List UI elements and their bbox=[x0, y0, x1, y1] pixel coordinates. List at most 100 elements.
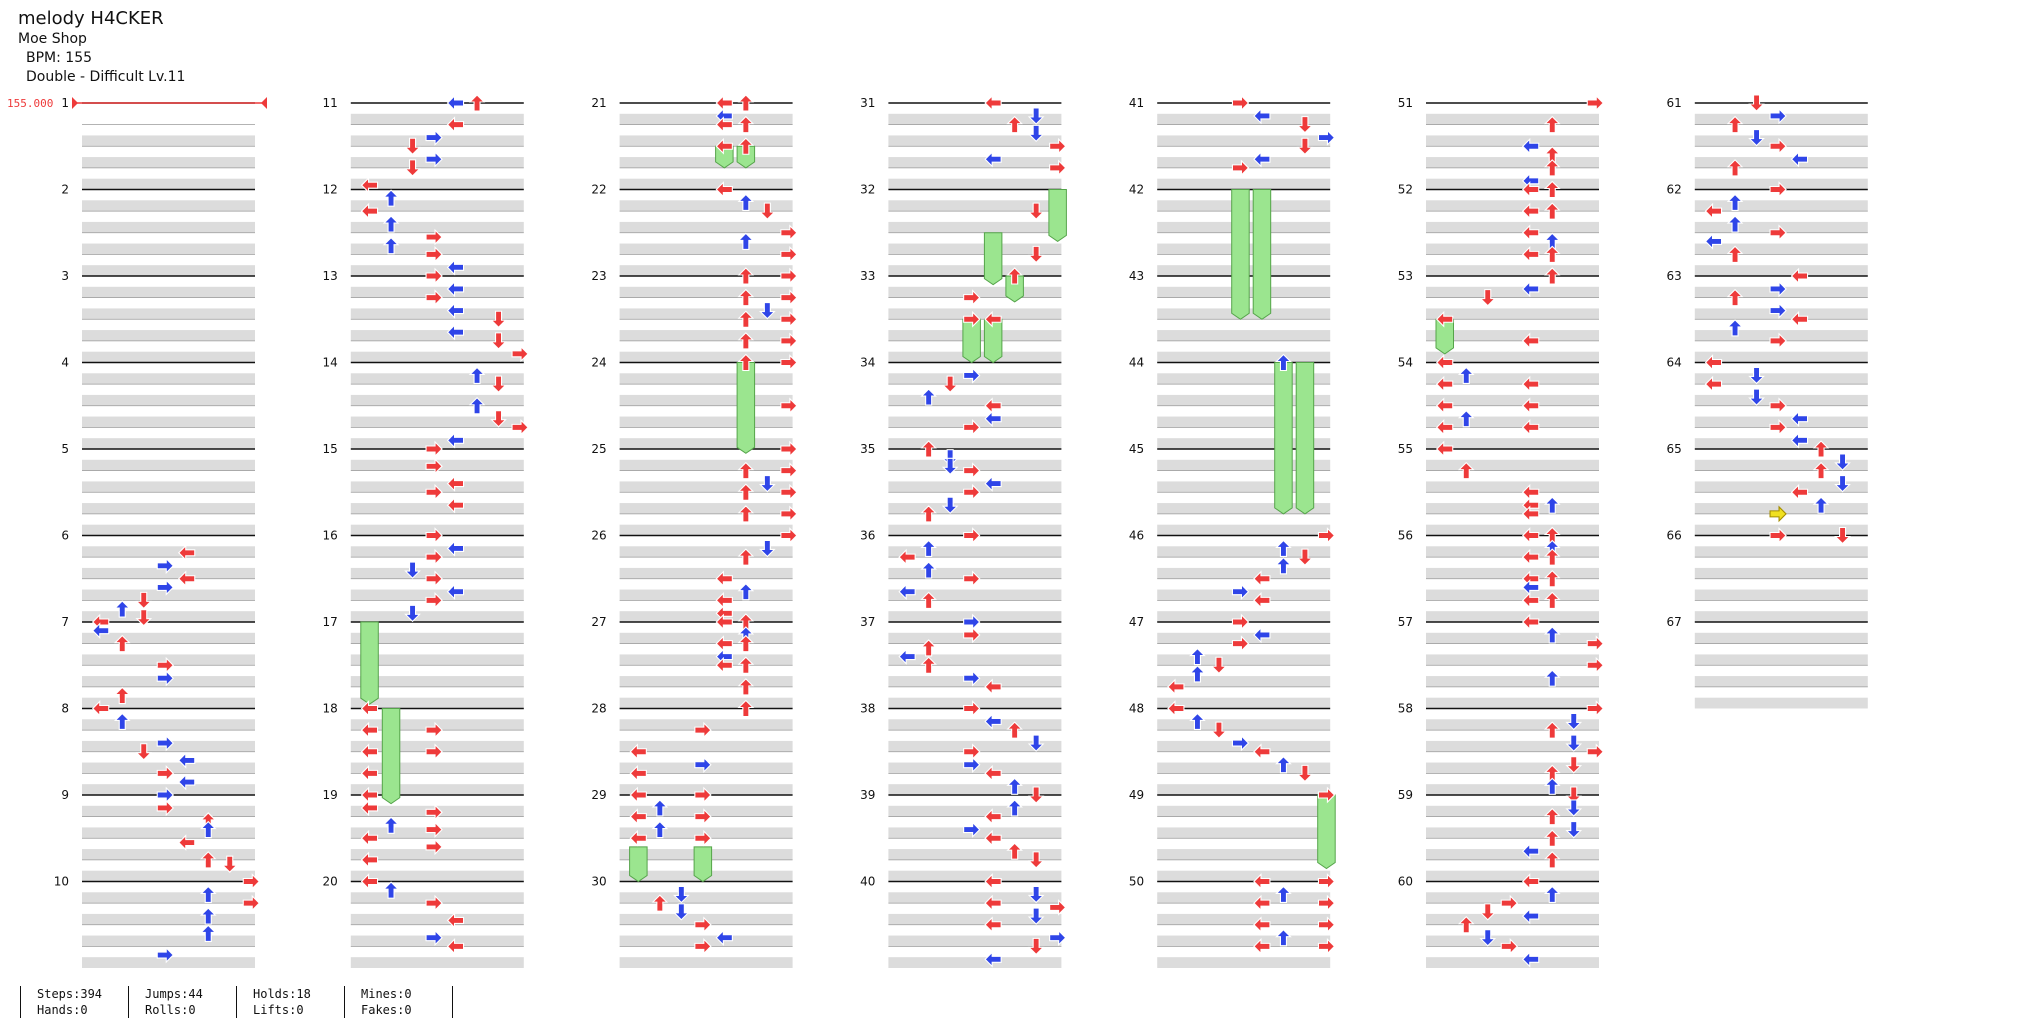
step-arrow bbox=[1253, 592, 1271, 609]
step-arrow bbox=[1586, 94, 1605, 112]
grid-band bbox=[1426, 957, 1599, 968]
grid-band bbox=[350, 632, 524, 644]
measure-1: 1 bbox=[61, 96, 255, 190]
grid-band bbox=[888, 113, 1062, 125]
measure-14: 14 bbox=[323, 356, 524, 449]
grid-band bbox=[1426, 438, 1599, 449]
grid-band bbox=[350, 351, 524, 363]
step-arrow bbox=[1704, 354, 1723, 371]
grid-band bbox=[1694, 546, 1868, 558]
step-arrow bbox=[1543, 569, 1561, 588]
grid-band bbox=[82, 957, 255, 968]
grid-band bbox=[888, 784, 1062, 795]
step-arrow bbox=[446, 323, 465, 341]
grid-band bbox=[1157, 784, 1331, 795]
measure-49: 49 bbox=[1129, 788, 1331, 882]
measure-number: 2 bbox=[61, 183, 69, 197]
song-artist: Moe Shop bbox=[18, 31, 87, 47]
step-arrow bbox=[1479, 929, 1497, 947]
grid-band bbox=[1426, 503, 1599, 514]
grid-band bbox=[888, 719, 1062, 731]
step-arrow bbox=[425, 570, 443, 588]
step-arrow bbox=[780, 246, 798, 263]
measure-34: 34 bbox=[860, 356, 1062, 449]
measure-number: 54 bbox=[1398, 356, 1413, 370]
grid-band bbox=[1426, 286, 1599, 298]
grid-band bbox=[350, 870, 524, 882]
step-arrow bbox=[91, 622, 110, 639]
grid-band bbox=[1157, 762, 1331, 774]
measure-22: 22 bbox=[591, 183, 793, 276]
measure-number: 38 bbox=[860, 702, 875, 716]
step-arrow bbox=[360, 202, 379, 220]
step-arrow bbox=[1253, 916, 1271, 934]
grid-band bbox=[619, 503, 793, 514]
step-arrow bbox=[425, 894, 443, 912]
chart-header: melody H4CKER Moe Shop BPM: 155 Double -… bbox=[18, 8, 185, 87]
stats-group-steps: Steps:394 Hands:0 bbox=[20, 986, 128, 1018]
step-arrow bbox=[780, 310, 798, 328]
step-arrow bbox=[1435, 419, 1454, 436]
step-arrow bbox=[1006, 115, 1023, 134]
measure-number: 24 bbox=[591, 356, 606, 370]
measure-number: 17 bbox=[323, 615, 338, 629]
step-arrow bbox=[1543, 115, 1561, 134]
step-arrow bbox=[984, 410, 1002, 428]
step-arrow bbox=[1790, 267, 1809, 285]
measure-number: 13 bbox=[323, 269, 338, 283]
step-arrow bbox=[1543, 851, 1561, 869]
grid-band bbox=[888, 913, 1062, 925]
step-arrow bbox=[425, 129, 443, 146]
grid-band bbox=[1426, 416, 1599, 428]
measure-number: 23 bbox=[591, 269, 606, 283]
step-arrow bbox=[1296, 137, 1314, 156]
step-arrow bbox=[1769, 181, 1787, 198]
measure-36: 36 bbox=[860, 529, 1062, 622]
measure-number: 6 bbox=[61, 529, 69, 543]
grid-band bbox=[1694, 438, 1868, 449]
grid-band bbox=[350, 330, 524, 341]
step-arrow bbox=[780, 483, 798, 501]
step-arrow bbox=[1231, 734, 1250, 752]
grid-band bbox=[1157, 827, 1331, 839]
step-arrow bbox=[984, 94, 1002, 112]
stat-lifts: Lifts:0 bbox=[253, 1003, 304, 1017]
step-arrow bbox=[1790, 150, 1809, 168]
measure-26: 26 bbox=[591, 529, 793, 622]
step-arrow bbox=[446, 116, 465, 133]
step-arrow bbox=[360, 721, 379, 739]
step-arrow bbox=[1027, 851, 1045, 869]
step-arrow bbox=[780, 267, 798, 285]
step-arrow bbox=[984, 678, 1002, 696]
step-arrow bbox=[920, 561, 937, 579]
step-arrow bbox=[1435, 375, 1454, 393]
grid-band bbox=[1157, 135, 1331, 147]
step-arrow bbox=[759, 202, 776, 220]
hold-body bbox=[1317, 794, 1336, 870]
step-arrow bbox=[382, 189, 400, 207]
measure-number: 35 bbox=[860, 442, 875, 456]
step-arrow bbox=[1167, 678, 1185, 696]
stat-fakes: Fakes:0 bbox=[361, 1003, 412, 1017]
step-arrow bbox=[1769, 137, 1787, 155]
step-arrow bbox=[1296, 548, 1314, 566]
step-arrow bbox=[1435, 310, 1454, 328]
measure-24: 24 bbox=[591, 356, 793, 449]
grid-band bbox=[1157, 438, 1331, 449]
step-arrow bbox=[360, 829, 379, 847]
step-arrow bbox=[920, 539, 937, 558]
step-arrow bbox=[360, 176, 379, 194]
step-arrow bbox=[1543, 591, 1561, 609]
grid-band bbox=[82, 870, 255, 882]
step-arrow bbox=[490, 332, 507, 350]
measure-number: 34 bbox=[860, 356, 875, 370]
grid-band bbox=[1426, 654, 1599, 666]
measure-66: 66 bbox=[1667, 529, 1868, 622]
grid-band bbox=[1426, 178, 1599, 190]
measure-number: 27 bbox=[591, 615, 606, 629]
grid-band bbox=[619, 524, 793, 536]
hold-body bbox=[1295, 362, 1315, 515]
grid-band bbox=[1426, 849, 1599, 860]
step-arrow bbox=[1296, 764, 1314, 783]
measure-43: 43 bbox=[1129, 269, 1331, 363]
